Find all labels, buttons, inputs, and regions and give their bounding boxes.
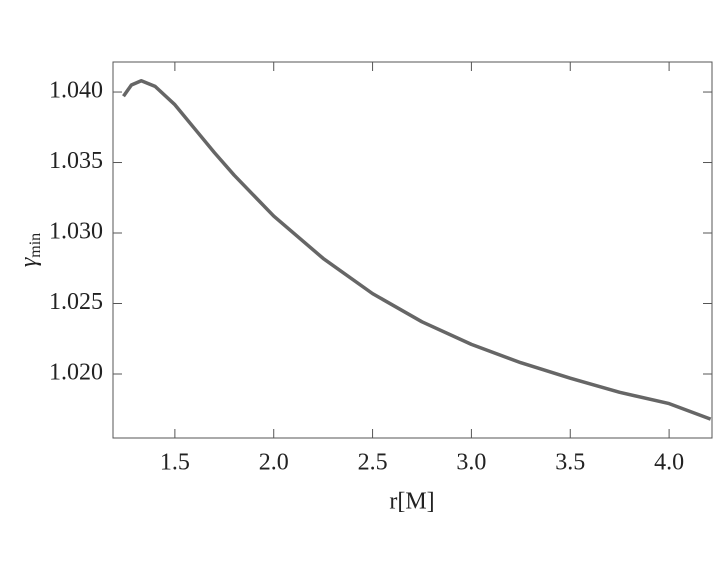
y-axis-label: γmin <box>16 233 44 267</box>
y-axis-symbol: γ <box>16 257 42 267</box>
y-tick-label: 1.035 <box>49 148 103 174</box>
x-axis-label: r[M] <box>389 489 434 515</box>
y-tick-label: 1.040 <box>49 78 103 104</box>
y-tick-label: 1.030 <box>49 219 103 245</box>
plot-frame <box>112 61 713 439</box>
x-tick-label: 1.5 <box>160 450 190 476</box>
x-tick-label: 4.0 <box>654 450 684 476</box>
y-axis-subscript: min <box>27 233 44 258</box>
x-tick-label: 3.0 <box>456 450 486 476</box>
y-tick-label: 1.025 <box>49 289 103 315</box>
x-tick-label: 3.5 <box>555 450 585 476</box>
x-tick-label: 2.5 <box>358 450 388 476</box>
y-tick-label: 1.020 <box>49 359 103 385</box>
series-line <box>122 79 712 421</box>
x-tick-label: 2.0 <box>259 450 289 476</box>
